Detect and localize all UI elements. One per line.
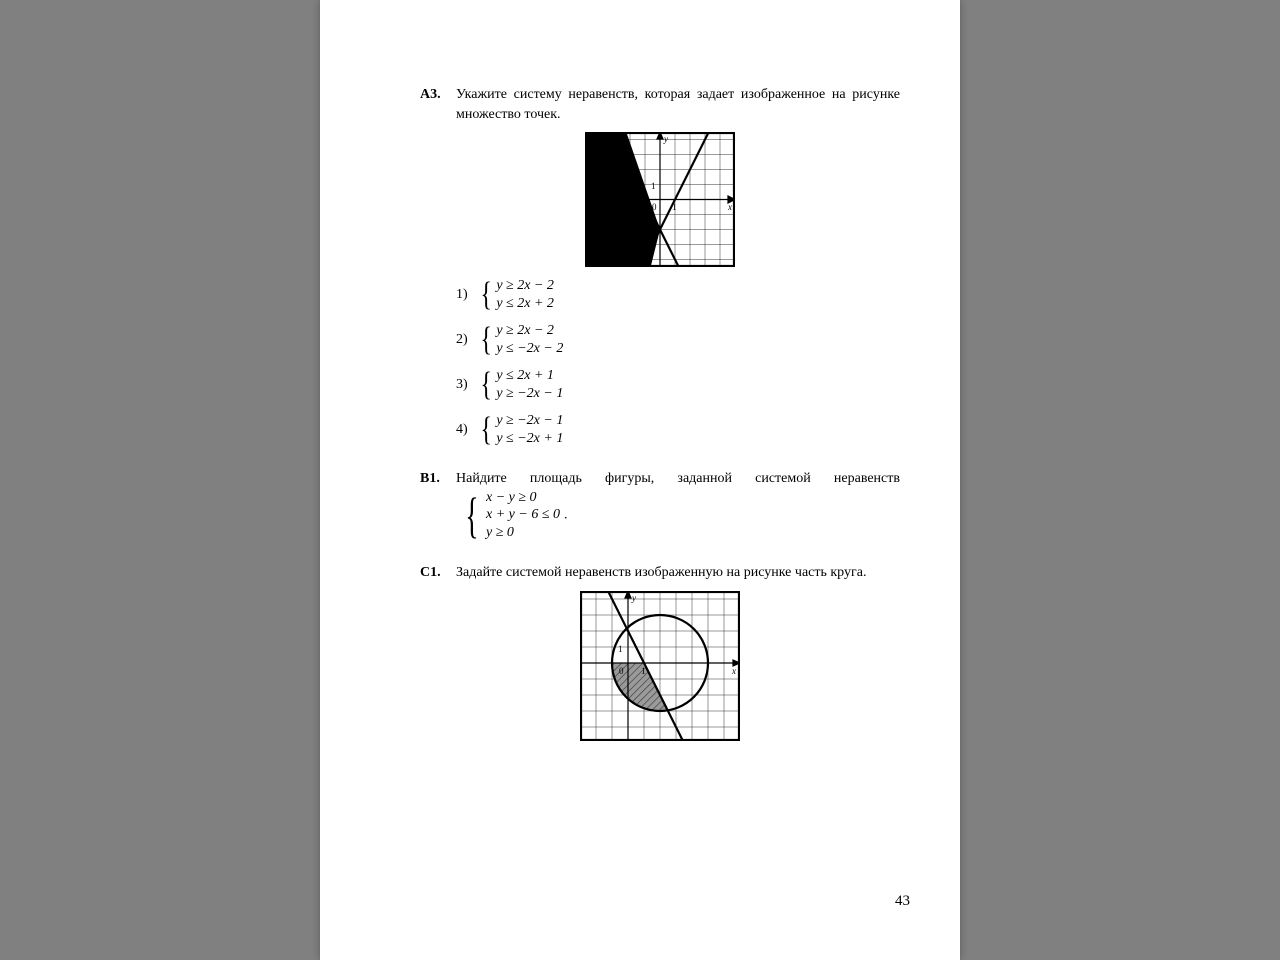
svg-text:x: x: [731, 666, 736, 676]
problem-a3-options: 1) { y ≥ 2x − 2 y ≤ 2x + 2 2) { y ≥ 2x −…: [456, 277, 900, 447]
problem-b1-label: В1.: [420, 469, 456, 489]
problem-b1-text: Найдите площадь фигуры, заданной системо…: [456, 469, 900, 541]
svg-text:x: x: [727, 202, 732, 212]
svg-text:0: 0: [619, 666, 624, 676]
svg-text:1: 1: [618, 644, 623, 654]
option-4: 4) { y ≥ −2x − 1 y ≤ −2x + 1: [456, 412, 900, 447]
problem-a3-text: Укажите систему неравенств, которая зада…: [456, 85, 900, 124]
option-1: 1) { y ≥ 2x − 2 y ≤ 2x + 2: [456, 277, 900, 312]
problem-c1-label: С1.: [420, 563, 456, 583]
a3-chart: y x 0 1 1: [585, 132, 735, 267]
problem-c1-text: Задайте системой неравенств изображенную…: [456, 563, 900, 583]
svg-text:y: y: [631, 593, 636, 603]
page-content: А3. Укажите систему неравенств, которая …: [420, 85, 900, 763]
problem-a3-label: А3.: [420, 85, 456, 105]
svg-text:1: 1: [651, 181, 656, 191]
svg-text:0: 0: [652, 202, 657, 212]
option-3: 3) { y ≤ 2x + 1 y ≥ −2x − 1: [456, 367, 900, 402]
problem-a3-figure: y x 0 1 1: [420, 132, 900, 267]
problem-a3: А3. Укажите систему неравенств, которая …: [420, 85, 900, 447]
document-page: А3. Укажите систему неравенств, которая …: [320, 0, 960, 960]
c1-chart: y x 0 1 1: [580, 591, 740, 741]
problem-b1-system: { x − y ≥ 0 x + y − 6 ≤ 0 y ≥ 0: [460, 489, 560, 542]
svg-text:1: 1: [641, 666, 646, 676]
problem-b1: В1. Найдите площадь фигуры, заданной сис…: [420, 469, 900, 541]
svg-text:1: 1: [672, 202, 677, 212]
option-2: 2) { y ≥ 2x − 2 y ≤ −2x − 2: [456, 322, 900, 357]
problem-c1: С1. Задайте системой неравенств изображе…: [420, 563, 900, 741]
svg-text:y: y: [663, 134, 668, 144]
problem-c1-figure: y x 0 1 1: [420, 591, 900, 741]
page-number: 43: [895, 893, 910, 910]
